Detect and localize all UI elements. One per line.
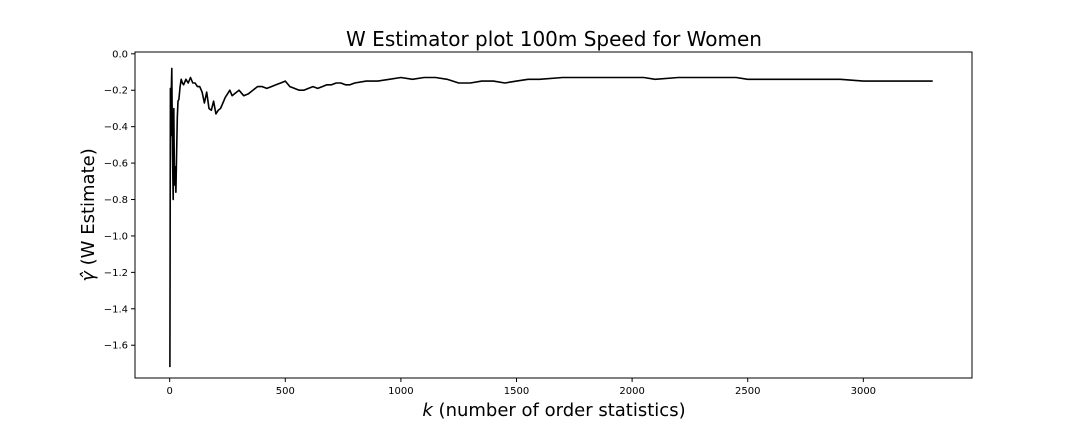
y-tick-label: 0.0 (112, 49, 128, 60)
chart-title: W Estimator plot 100m Speed for Women (346, 27, 762, 51)
series-line-w-estimate (169, 67, 933, 368)
y-tick-label: −0.4 (104, 122, 128, 133)
y-tick-label: −1.2 (104, 268, 128, 279)
x-tick-label: 2000 (619, 386, 644, 397)
y-tick-label: −0.6 (104, 159, 128, 170)
y-tick-label: −1.6 (104, 341, 128, 352)
y-axis: 0.0 −0.2 −0.4 −0.6 −0.8 −1.0 −1.2 −1.4 −1.6 (104, 49, 135, 352)
x-axis-label-var: k (422, 400, 434, 421)
y-tick-label: −1.0 (104, 231, 128, 242)
y-tick-label: −0.2 (104, 86, 128, 97)
x-axis-label: k (number of order statistics) (422, 400, 685, 421)
y-axis-label-var: γ̂ (78, 270, 99, 282)
x-tick-label: 2500 (735, 386, 760, 397)
x-tick-label: 0 (166, 386, 172, 397)
x-tick-label: 1500 (504, 386, 529, 397)
x-tick-label: 1000 (388, 386, 413, 397)
y-axis-label-text: (W Estimate) (78, 148, 99, 271)
x-axis-label-text: (number of order statistics) (433, 400, 686, 421)
plot-area (134, 51, 973, 379)
y-axis-label: γ̂ (W Estimate) (78, 148, 99, 281)
y-tick-label: −0.8 (104, 195, 128, 206)
x-tick-label: 3000 (851, 386, 876, 397)
x-tick-label: 500 (276, 386, 295, 397)
y-tick-label: −1.4 (104, 304, 128, 315)
x-axis: 0 500 1000 1500 2000 2500 3000 (166, 378, 876, 397)
